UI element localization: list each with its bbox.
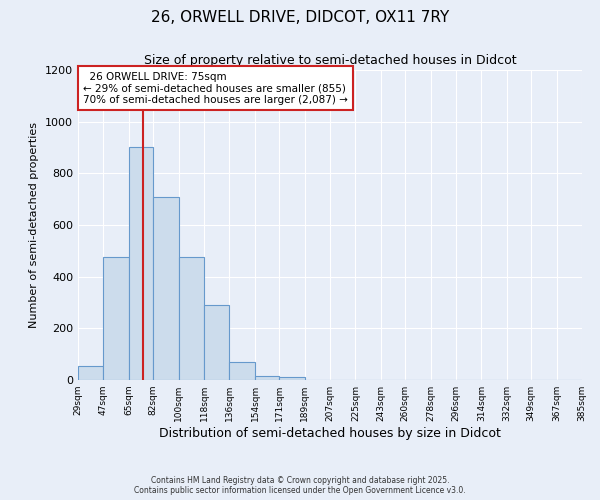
Bar xyxy=(179,258,204,380)
Bar xyxy=(103,258,129,380)
Bar xyxy=(229,362,255,380)
Title: Size of property relative to semi-detached houses in Didcot: Size of property relative to semi-detach… xyxy=(143,54,517,68)
Bar xyxy=(279,378,305,380)
Text: 26 ORWELL DRIVE: 75sqm
← 29% of semi-detached houses are smaller (855)
70% of se: 26 ORWELL DRIVE: 75sqm ← 29% of semi-det… xyxy=(83,72,348,105)
Bar xyxy=(129,148,153,380)
Bar xyxy=(78,366,103,380)
Bar xyxy=(204,305,229,380)
Bar xyxy=(153,196,179,380)
Bar xyxy=(255,376,279,380)
Text: 26, ORWELL DRIVE, DIDCOT, OX11 7RY: 26, ORWELL DRIVE, DIDCOT, OX11 7RY xyxy=(151,10,449,25)
X-axis label: Distribution of semi-detached houses by size in Didcot: Distribution of semi-detached houses by … xyxy=(159,427,501,440)
Text: Contains HM Land Registry data © Crown copyright and database right 2025.
Contai: Contains HM Land Registry data © Crown c… xyxy=(134,476,466,495)
Y-axis label: Number of semi-detached properties: Number of semi-detached properties xyxy=(29,122,40,328)
